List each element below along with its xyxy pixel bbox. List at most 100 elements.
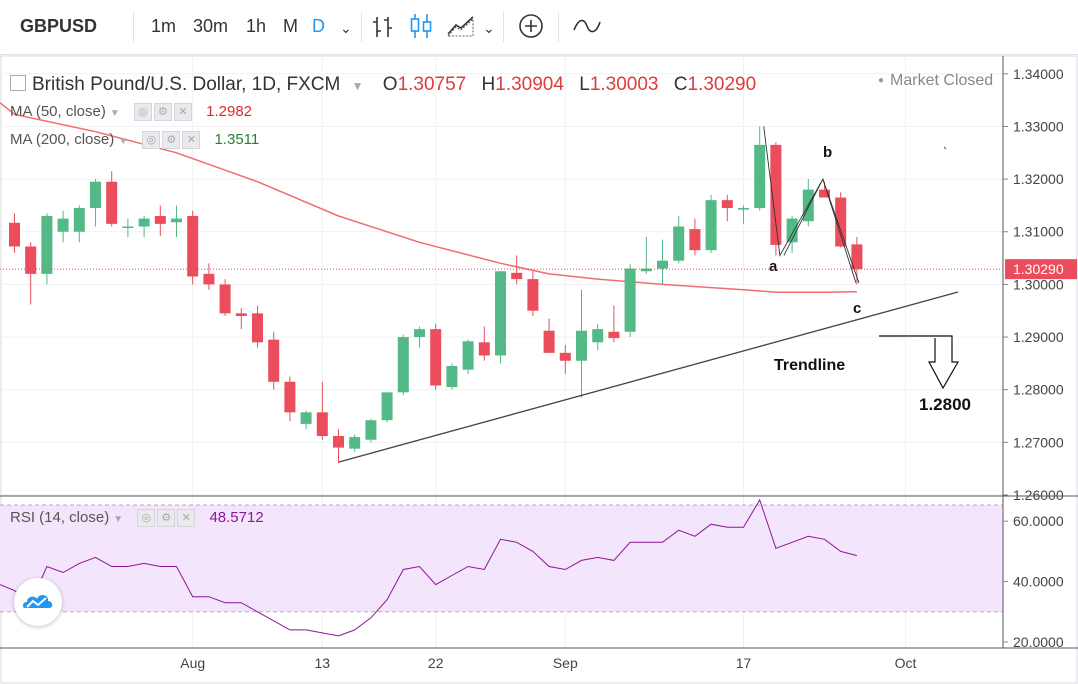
candle xyxy=(608,305,620,343)
candle xyxy=(738,205,749,224)
interval-dropdown-icon[interactable]: ⌄ xyxy=(340,20,352,36)
interval-m[interactable]: M xyxy=(283,16,298,36)
candle xyxy=(430,323,442,390)
gear-icon[interactable]: ⚙ xyxy=(153,103,172,122)
candle xyxy=(90,179,101,227)
candle-body xyxy=(219,284,231,314)
wave-label-b: b xyxy=(823,144,832,161)
bar-chart-icon[interactable] xyxy=(370,14,396,40)
candle xyxy=(73,205,85,243)
legend-dropdown-icon[interactable]: ▼ xyxy=(351,79,364,93)
candle-body xyxy=(381,392,393,421)
close-icon[interactable]: ✕ xyxy=(182,131,201,150)
toolbar-divider xyxy=(558,12,559,42)
candle xyxy=(300,410,312,430)
interval-d[interactable]: D xyxy=(312,16,325,36)
interval-30m[interactable]: 30m xyxy=(193,16,229,36)
ma50-dropdown-icon[interactable]: ▼ xyxy=(109,108,120,119)
gear-icon[interactable]: ⚙ xyxy=(162,131,181,150)
candle-body xyxy=(268,339,280,382)
candle xyxy=(835,192,847,248)
price-tick-label: 1.32000 xyxy=(1013,171,1064,187)
candle-body xyxy=(559,352,571,361)
candle xyxy=(462,339,474,374)
candle xyxy=(527,271,539,316)
wave-label-c: c xyxy=(853,300,861,317)
candle xyxy=(41,213,53,285)
candle-body xyxy=(73,208,85,232)
toolbar-divider xyxy=(503,12,504,42)
candle xyxy=(333,429,344,464)
close-icon[interactable]: ✕ xyxy=(173,103,192,122)
target-price-label: 1.2800 xyxy=(919,395,971,414)
interval-1m[interactable]: 1m xyxy=(151,16,177,36)
down-arrow-icon xyxy=(879,335,960,390)
candle xyxy=(511,255,523,285)
candles-icon[interactable] xyxy=(408,12,434,40)
candle-body xyxy=(138,218,150,227)
candle xyxy=(203,263,215,290)
candle-body xyxy=(397,337,409,393)
rsi-tick-label: 40.0000 xyxy=(1013,574,1064,590)
candle-body xyxy=(90,181,101,209)
candle xyxy=(802,179,814,227)
close-icon[interactable]: ✕ xyxy=(177,509,196,528)
candle xyxy=(316,381,328,440)
candle-body xyxy=(527,279,539,311)
area-chart-icon[interactable] xyxy=(446,14,476,38)
candle-body xyxy=(365,420,377,440)
candle-body xyxy=(689,229,701,251)
price-tick-label: 1.34000 xyxy=(1013,66,1064,82)
ma50-legend[interactable]: MA (50, close) ▼ ◎ ⚙ ✕ 1.2982 xyxy=(10,103,252,123)
last-price-badge xyxy=(1005,259,1077,280)
ma200-dropdown-icon[interactable]: ▼ xyxy=(118,136,129,147)
candle-body xyxy=(705,200,717,251)
candle xyxy=(495,271,506,364)
candle-body xyxy=(511,272,523,280)
symbol-legend: British Pound/U.S. Dollar, 1D, FXCM ▼ O1… xyxy=(10,74,756,97)
candle xyxy=(478,326,490,361)
trendline xyxy=(338,291,959,463)
eye-icon[interactable]: ◎ xyxy=(137,509,156,528)
candle-body xyxy=(495,271,506,356)
candle-body xyxy=(640,268,652,272)
platform-logo[interactable] xyxy=(14,578,62,626)
trendline-label: Trendline xyxy=(774,357,845,374)
close-value: 1.30290 xyxy=(687,74,757,95)
rsi-path xyxy=(0,498,858,637)
symbol-selector[interactable]: GBPUSD xyxy=(20,16,98,36)
candle xyxy=(754,126,766,211)
stray-mark xyxy=(943,146,947,150)
price-tick-label: 1.28000 xyxy=(1013,382,1064,398)
candle-body xyxy=(284,381,296,413)
rsi-label: RSI (14, close) xyxy=(10,509,110,526)
candle xyxy=(640,237,652,274)
ma50-value: 1.2982 xyxy=(206,103,253,120)
add-indicator-icon[interactable] xyxy=(518,13,544,39)
cloud-logo-icon xyxy=(22,595,53,608)
rsi-dropdown-icon[interactable]: ▼ xyxy=(113,514,124,525)
candle xyxy=(268,331,280,390)
chart-type-dropdown-icon[interactable]: ⌄ xyxy=(483,20,495,36)
candle xyxy=(171,205,182,238)
gear-icon[interactable]: ⚙ xyxy=(157,509,176,528)
rsi-legend[interactable]: RSI (14, close) ▼ ◎ ⚙ ✕ 48.5712 xyxy=(10,509,264,529)
candle-body xyxy=(333,436,344,448)
candle-body xyxy=(738,208,749,210)
eye-icon[interactable]: ◎ xyxy=(133,103,152,122)
top-toolbar: GBPUSD 1m 30m 1h M D ⌄ ⌄ xyxy=(0,0,1078,55)
interval-1h[interactable]: 1h xyxy=(246,16,267,36)
symbol-title: British Pound/U.S. Dollar, 1D, FXCM xyxy=(32,74,341,95)
time-tick-label: 17 xyxy=(736,655,752,671)
high-value: 1.30904 xyxy=(495,74,564,95)
ma200-value: 1.3511 xyxy=(214,131,260,148)
candle-body xyxy=(187,215,199,277)
compare-wave-icon[interactable] xyxy=(572,14,602,38)
ma200-legend[interactable]: MA (200, close) ▼ ◎ ⚙ ✕ 1.3511 xyxy=(10,131,259,151)
candle-body xyxy=(446,366,458,388)
candle-body xyxy=(203,273,215,285)
candle-body xyxy=(430,329,442,386)
eye-icon[interactable]: ◎ xyxy=(142,131,161,150)
candle xyxy=(284,376,296,422)
candle-body xyxy=(252,313,263,343)
